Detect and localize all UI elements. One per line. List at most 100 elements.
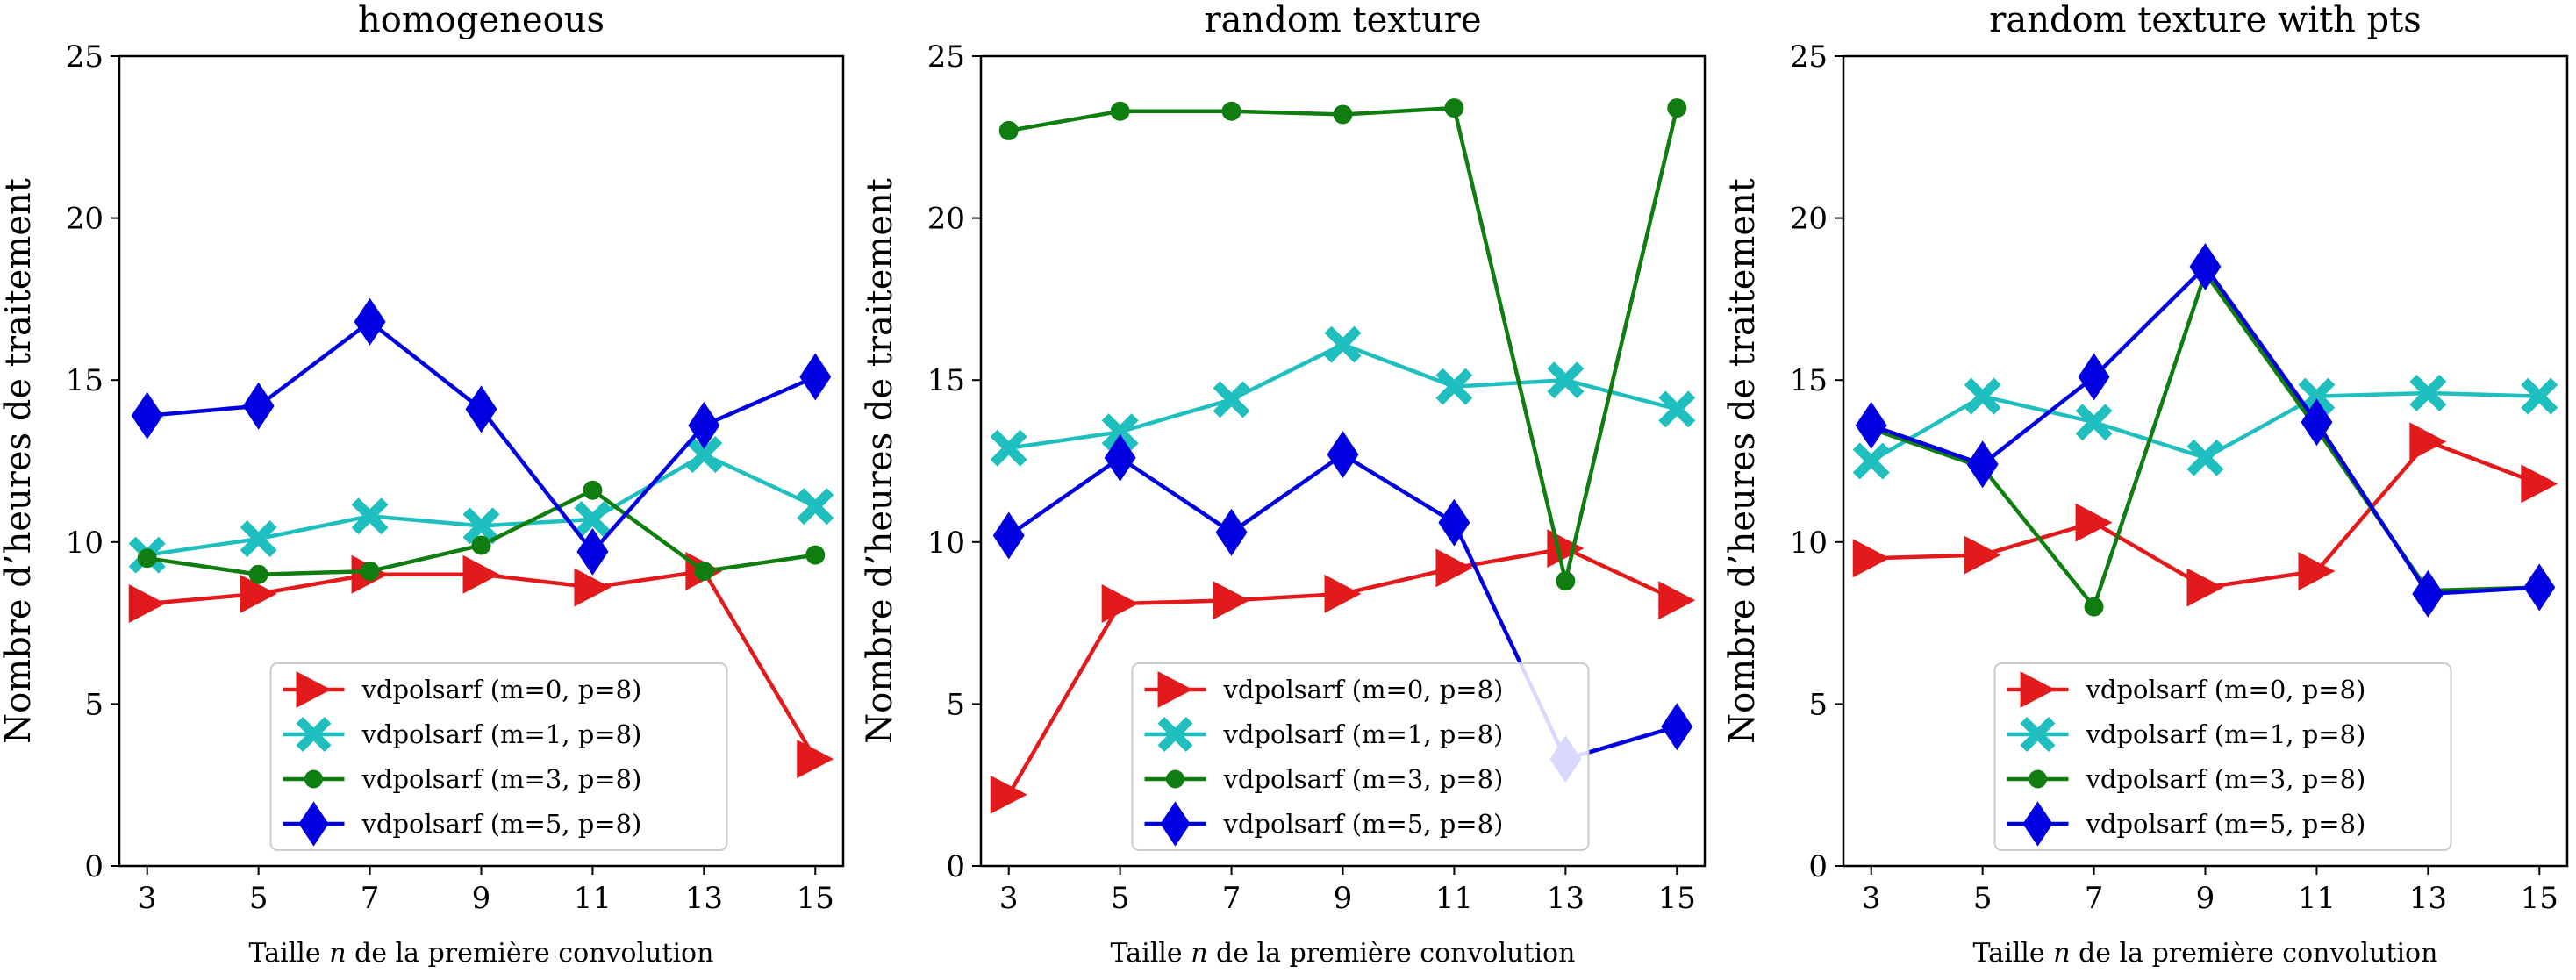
legend-label: vdpolsarf (m=1, p=8) <box>2086 719 2366 749</box>
y-tick-label: 10 <box>1790 526 1828 561</box>
legend-marker <box>2020 717 2056 752</box>
x-tick-label: 3 <box>1862 881 1881 916</box>
x-tick-label: 9 <box>472 881 491 916</box>
data-point <box>1658 390 1696 428</box>
legend-marker <box>304 769 323 789</box>
legend-marker <box>1157 671 1193 708</box>
x-tick-label: 15 <box>1658 881 1696 916</box>
legend-label: vdpolsarf (m=3, p=8) <box>361 764 642 794</box>
y-tick-label: 25 <box>66 39 104 75</box>
x-tick-label: 9 <box>1334 881 1353 916</box>
data-point <box>805 545 826 565</box>
legend-entry: vdpolsarf (m=0, p=8) <box>1144 671 1504 708</box>
x-tick-label: 3 <box>999 881 1019 916</box>
x-tick-label: 15 <box>797 881 834 916</box>
chart-panel-1: homogeneous Nombre d’heures de traitement… <box>0 0 845 969</box>
legend-entry: vdpolsarf (m=0, p=8) <box>283 671 641 708</box>
data-point <box>797 740 834 779</box>
legend-label: vdpolsarf (m=5, p=8) <box>1223 809 1504 839</box>
data-point <box>2075 404 2113 441</box>
chart-panel-2: random texture Nombre d’heures de traitem… <box>860 0 1707 969</box>
x-tick-label: 7 <box>2085 881 2104 916</box>
legend-label: vdpolsarf (m=0, p=8) <box>1223 675 1504 705</box>
legend-label: vdpolsarf (m=1, p=8) <box>361 719 642 749</box>
y-axis-label: Nombre d’heures de traitement <box>0 178 39 744</box>
data-point <box>1661 703 1693 751</box>
legend-entry: vdpolsarf (m=3, p=8) <box>283 764 642 794</box>
legend-label: vdpolsarf (m=5, p=8) <box>361 809 642 839</box>
series-2 <box>128 436 834 574</box>
legend-entry: vdpolsarf (m=1, p=8) <box>2007 717 2366 752</box>
y-tick-label: 10 <box>66 526 104 561</box>
legend-entry: vdpolsarf (m=1, p=8) <box>1144 717 1503 752</box>
y-tick-label: 5 <box>946 687 965 722</box>
x-axis-label: Taille n de la première convolution <box>1973 938 2438 969</box>
data-point <box>1964 535 2001 575</box>
x-tick-label: 5 <box>249 881 268 916</box>
legend-marker <box>1157 717 1193 752</box>
data-point <box>1221 101 1241 121</box>
series-2 <box>990 325 1696 467</box>
plot-frame <box>1842 54 2569 868</box>
data-point <box>1435 548 1473 588</box>
data-point <box>2409 422 2447 461</box>
legend-entry: vdpolsarf (m=0, p=8) <box>2007 671 2366 708</box>
x-tick-label: 11 <box>2298 881 2336 916</box>
data-point <box>1658 581 1696 620</box>
chart-title: random texture <box>1205 0 1482 40</box>
legend-marker <box>1160 801 1191 847</box>
data-point <box>990 775 1027 814</box>
y-tick-label: 20 <box>927 202 965 237</box>
y-tick-label: 10 <box>927 526 965 561</box>
series-2 <box>1852 374 2558 480</box>
data-point <box>2075 503 2113 542</box>
data-point <box>1101 583 1139 623</box>
data-point <box>2298 377 2336 415</box>
data-point <box>1855 401 1887 449</box>
data-point <box>1964 377 2001 415</box>
legend-entry: vdpolsarf (m=5, p=8) <box>2007 801 2366 847</box>
legend: vdpolsarf (m=0, p=8) vdpolsarf (m=1, p=8)… <box>1131 662 1590 851</box>
data-point <box>1444 98 1464 118</box>
legend-label: vdpolsarf (m=5, p=8) <box>2086 809 2366 839</box>
legend-marker <box>296 717 332 752</box>
data-point <box>471 535 491 555</box>
data-point <box>1104 433 1136 482</box>
legend-label: vdpolsarf (m=3, p=8) <box>1223 764 1504 794</box>
data-point <box>1324 325 1362 363</box>
data-point <box>2078 353 2110 401</box>
data-point <box>1852 442 1890 480</box>
data-point <box>128 583 166 623</box>
x-axis-label: Taille n de la première convolution <box>1111 938 1576 969</box>
legend: vdpolsarf (m=0, p=8) vdpolsarf (m=1, p=8)… <box>269 662 728 851</box>
legend-marker <box>298 801 329 847</box>
x-tick-label: 7 <box>361 881 380 916</box>
y-tick-label: 15 <box>1790 363 1828 398</box>
data-point <box>1852 539 1890 578</box>
x-tick-label: 15 <box>2521 881 2558 916</box>
series-4 <box>1855 242 2556 618</box>
data-point <box>583 480 603 500</box>
legend-marker <box>296 671 332 708</box>
x-tick-label: 3 <box>138 881 157 916</box>
data-point <box>2409 374 2447 411</box>
legend-entry: vdpolsarf (m=5, p=8) <box>1144 801 1504 847</box>
chart-title: random texture with pts <box>1989 0 2422 40</box>
y-tick-label: 15 <box>927 363 965 398</box>
legend-marker <box>1166 769 1184 789</box>
data-point <box>990 429 1027 467</box>
y-tick-label: 20 <box>66 202 104 237</box>
data-point <box>1547 361 1585 399</box>
legend-marker <box>2020 671 2056 708</box>
x-tick-label: 13 <box>685 881 723 916</box>
data-point <box>1435 368 1473 405</box>
data-point <box>137 548 157 569</box>
data-point <box>2521 464 2558 504</box>
data-point <box>2084 597 2104 617</box>
plot-frame <box>118 54 845 868</box>
legend-label: vdpolsarf (m=0, p=8) <box>2086 675 2366 705</box>
data-point <box>1667 98 1687 118</box>
data-point <box>2298 552 2336 591</box>
data-point <box>1966 440 1999 489</box>
